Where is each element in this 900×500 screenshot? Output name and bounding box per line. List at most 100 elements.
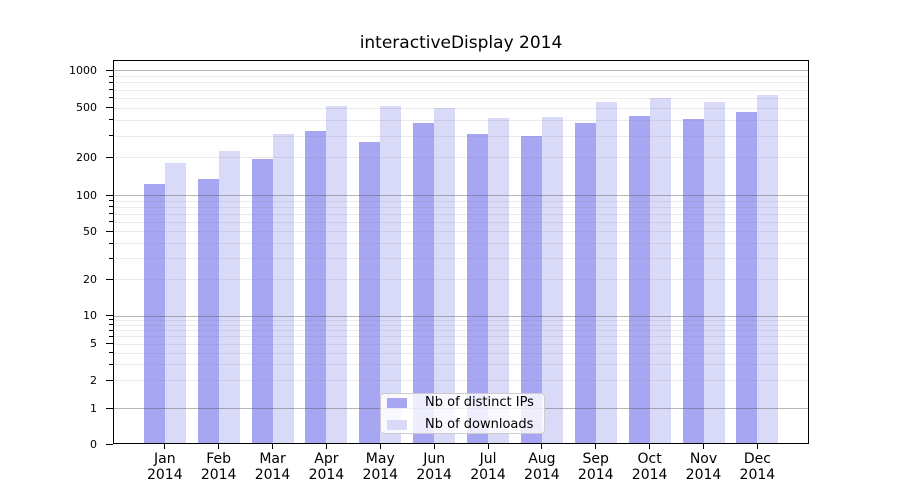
y-minor-tick-80	[109, 206, 113, 208]
x-label-month: Mar	[259, 451, 286, 467]
gridline-500	[114, 107, 808, 109]
x-tick-label-jul: Jul 2014	[461, 451, 515, 483]
legend-swatch-downloads	[387, 419, 407, 430]
y-tick-50	[106, 230, 113, 232]
gridline-400	[114, 119, 808, 121]
y-minor-tick-900	[109, 75, 113, 77]
y-minor-tick-700	[109, 89, 113, 91]
x-tick-oct	[649, 444, 651, 449]
bar-nb-of-distinct-ips-aug	[520, 136, 542, 444]
y-tick-500	[106, 107, 113, 109]
y-tick-100	[106, 194, 113, 196]
y-minor-tick-6	[109, 335, 113, 337]
x-label-month: Nov	[689, 451, 718, 467]
bar-nb-of-downloads-jul	[488, 118, 510, 444]
y-tick-0	[106, 443, 113, 445]
gridline-2	[114, 380, 808, 382]
y-minor-tick-40	[109, 242, 113, 244]
y-tick-label-50: 50	[83, 224, 97, 238]
legend-label-downloads: Nb of downloads	[425, 417, 534, 432]
bar-nb-of-distinct-ips-may	[359, 141, 381, 444]
legend-swatch-distinct-ips	[387, 397, 407, 408]
bar-nb-of-downloads-mar	[272, 134, 294, 444]
x-label-year: 2014	[524, 467, 560, 483]
bar-nb-of-distinct-ips-mar	[251, 159, 273, 444]
bar-nb-of-distinct-ips-dec	[736, 112, 758, 444]
gridline-900	[114, 76, 808, 77]
x-tick-apr	[325, 444, 327, 449]
gridline-50	[114, 231, 808, 233]
y-tick-1	[106, 407, 113, 409]
y-minor-tick-7	[109, 329, 113, 331]
gridline-100	[114, 195, 808, 196]
x-label-month: Jan	[154, 451, 176, 467]
x-tick-dec	[756, 444, 758, 449]
y-tick-2	[106, 379, 113, 381]
x-label-year: 2014	[362, 467, 399, 483]
y-minor-tick-8	[109, 324, 113, 326]
y-minor-tick-70	[109, 213, 113, 215]
bar-nb-of-downloads-jan	[164, 163, 186, 444]
x-tick-label-oct: Oct 2014	[623, 451, 677, 483]
x-tick-label-apr: Apr 2014	[299, 451, 353, 483]
x-tick-jun	[433, 444, 435, 449]
x-label-month: Dec	[743, 451, 771, 467]
x-label-year: 2014	[200, 467, 237, 483]
gridline-8	[114, 324, 808, 326]
y-minor-tick-60	[109, 221, 113, 223]
gridline-300	[114, 135, 808, 137]
x-label-month: Oct	[637, 451, 662, 467]
x-label-month: Aug	[528, 451, 556, 467]
gridline-3	[114, 364, 808, 366]
x-label-year: 2014	[631, 467, 668, 483]
x-label-year: 2014	[577, 467, 614, 483]
gridline-20	[114, 279, 808, 281]
x-label-year: 2014	[146, 467, 183, 483]
bar-nb-of-distinct-ips-feb	[197, 179, 219, 444]
bar-nb-of-distinct-ips-jan	[143, 183, 165, 444]
bar-nb-of-downloads-feb	[218, 151, 240, 444]
x-tick-label-mar: Mar 2014	[246, 451, 300, 483]
y-minor-tick-30	[109, 257, 113, 259]
gridline-600	[114, 97, 808, 99]
x-tick-label-jun: Jun 2014	[407, 451, 461, 483]
x-tick-label-nov: Nov 2014	[677, 451, 731, 483]
gridline-700	[114, 89, 808, 91]
y-tick-20	[106, 278, 113, 280]
x-label-year: 2014	[739, 467, 776, 483]
gridline-90	[114, 200, 808, 202]
y-tick-1000	[106, 69, 113, 71]
gridline-6	[114, 336, 808, 338]
y-minor-tick-90	[109, 200, 113, 202]
x-tick-nov	[703, 444, 704, 449]
x-tick-label-aug: Aug 2014	[515, 451, 569, 483]
x-label-month: Jul	[479, 451, 497, 467]
x-tick-jan	[164, 444, 166, 449]
y-minor-tick-400	[109, 119, 113, 121]
gridline-70	[114, 213, 808, 215]
y-tick-label-5: 5	[90, 337, 97, 351]
chart-title: interactiveDisplay 2014	[359, 33, 563, 53]
x-tick-label-sep: Sep 2014	[569, 451, 623, 483]
x-tick-may	[379, 444, 381, 449]
bar-nb-of-downloads-dec	[757, 95, 779, 444]
y-tick-label-0: 0	[90, 437, 97, 451]
x-tick-label-may: May 2014	[353, 451, 407, 483]
bar-nb-of-distinct-ips-nov	[682, 119, 704, 444]
y-tick-label-1: 1	[90, 401, 97, 415]
x-label-month: May	[365, 451, 395, 467]
bar-nb-of-downloads-nov	[703, 101, 725, 444]
x-label-month: Apr	[314, 451, 339, 467]
y-minor-tick-600	[109, 97, 113, 99]
bar-nb-of-distinct-ips-sep	[574, 122, 596, 444]
x-label-year: 2014	[685, 467, 722, 483]
x-tick-label-dec: Dec 2014	[730, 451, 784, 483]
y-tick-label-500: 500	[76, 101, 97, 115]
gridline-1000	[114, 70, 808, 72]
y-tick-label-100: 100	[76, 188, 97, 202]
gridline-40	[114, 243, 808, 245]
legend-label-distinct-ips: Nb of distinct IPs	[425, 395, 534, 410]
gridline-200	[114, 157, 808, 159]
legend: Nb of distinct IPs Nb of downloads	[380, 393, 545, 434]
